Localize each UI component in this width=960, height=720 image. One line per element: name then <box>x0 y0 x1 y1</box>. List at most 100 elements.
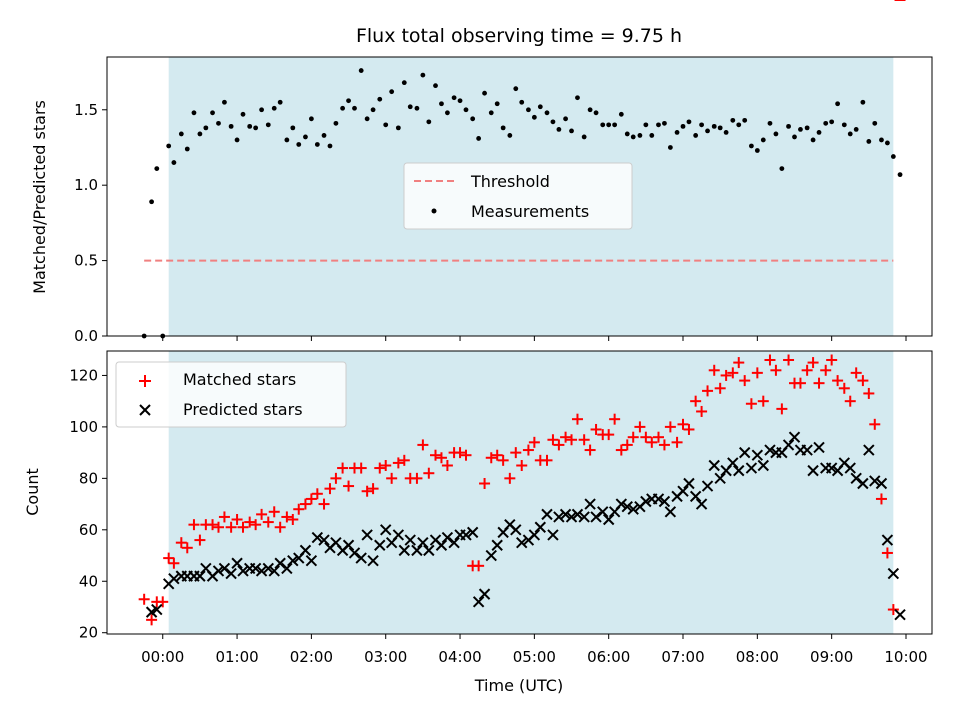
predicted-stars-point <box>844 462 856 474</box>
matched-stars-point <box>820 364 832 376</box>
measurements-point <box>550 119 556 125</box>
y-tick-label: 1.0 <box>74 176 98 194</box>
predicted-stars-point <box>262 562 274 575</box>
predicted-stars-point <box>887 567 900 580</box>
matched-stars-point <box>850 367 862 379</box>
matched-stars-point <box>367 483 379 495</box>
measurements-point <box>488 110 494 116</box>
counts-panel: 20 40 60 80 100 120 00:00 01:00 02:00 03:00 04:00 0… <box>23 0 933 695</box>
predicted-stars-point <box>435 539 448 551</box>
matched-stars-point <box>547 434 559 446</box>
matched-stars-point <box>683 423 695 435</box>
measurements-point <box>420 72 426 78</box>
predicted-stars-point <box>231 557 243 569</box>
legend-measurements-swatch <box>431 208 437 214</box>
matched-stars-point <box>708 364 720 376</box>
counts-legend-box <box>115 361 347 428</box>
measurements-point <box>630 134 636 140</box>
predicted-stars-point <box>881 534 894 546</box>
matched-stars-point <box>318 498 330 510</box>
predicted-stars-point <box>869 475 881 487</box>
measurements-point <box>210 110 215 116</box>
matched-stars-point <box>578 434 590 446</box>
matched-stars-point <box>739 375 751 387</box>
ratio-ticks: 0.0 0.5 1.0 1.5 <box>74 101 907 345</box>
measurements-point <box>723 130 729 135</box>
matched-stars-point <box>664 421 676 433</box>
x-tick-label: 07:00 <box>661 648 704 666</box>
matched-stars-point <box>658 439 670 451</box>
x-tick-label: 05:00 <box>513 648 556 666</box>
measurements-point <box>383 122 389 128</box>
predicted-stars-point <box>194 570 206 582</box>
matched-stars-point <box>262 516 274 528</box>
predicted-stars-point <box>677 485 689 497</box>
matched-stars-point <box>652 431 664 443</box>
predicted-stars-point <box>361 529 373 541</box>
measurements-point <box>482 90 487 96</box>
measurements-point <box>767 120 773 126</box>
measurements-point <box>265 122 271 128</box>
measurements-point <box>433 83 438 89</box>
measurements-point <box>618 111 624 117</box>
measurements-point <box>612 122 618 128</box>
predicted-stars-point <box>299 544 312 557</box>
measurements-point <box>581 134 587 140</box>
matched-stars-point <box>423 467 435 479</box>
ratio-legend: Threshold Measurements <box>403 162 633 230</box>
measurements-point <box>389 89 395 95</box>
predicted-stars-point <box>565 511 578 523</box>
matched-stars-point <box>293 503 305 515</box>
predicted-stars-point <box>813 441 825 454</box>
matched-stars-point <box>430 449 442 461</box>
measurements-point <box>662 120 667 126</box>
measurements-point <box>748 143 754 149</box>
matched-stars-point <box>361 485 373 497</box>
measurements-point <box>370 107 376 113</box>
matched-stars-point <box>181 542 193 554</box>
predicted-stars-point <box>857 477 869 490</box>
measurements-point <box>178 131 184 137</box>
measurements-point <box>247 123 253 129</box>
ratio-frame <box>106 56 933 337</box>
matched-stars-point <box>690 395 702 407</box>
legend-matched-label: Matched stars <box>183 370 296 389</box>
measurements-point <box>742 117 748 123</box>
predicted-stars-point <box>807 464 819 477</box>
predicted-stars-point <box>738 446 751 459</box>
predicted-stars-point <box>627 503 639 515</box>
measurements-point <box>352 105 357 111</box>
measurements-point <box>537 104 543 110</box>
predicted-stars-point <box>423 544 435 557</box>
x-tick-label: 08:00 <box>736 648 779 666</box>
predicted-stars-point <box>212 565 225 577</box>
matched-stars-point <box>770 364 782 376</box>
measurements-point <box>203 125 209 131</box>
matched-stars-point <box>231 514 243 526</box>
matched-stars-point <box>311 488 323 500</box>
measurements-point <box>531 114 537 120</box>
predicted-stars-point <box>850 472 862 485</box>
predicted-stars-point <box>615 498 628 510</box>
measurements-point <box>872 120 878 126</box>
y-tick-label: 0.5 <box>74 252 98 270</box>
matched-stars-point <box>844 395 856 407</box>
matched-stars-point <box>720 369 732 381</box>
predicted-stars-point <box>621 500 633 513</box>
matched-stars-point <box>560 431 572 443</box>
measurements-point <box>897 172 903 178</box>
predicted-stars-point <box>708 459 720 472</box>
matched-stars-point <box>794 377 806 389</box>
measurements-point <box>184 146 190 152</box>
predicted-stars-point <box>281 562 293 575</box>
measurements-point <box>290 125 296 131</box>
matched-stars-point <box>751 367 763 379</box>
measurements-point <box>853 126 859 132</box>
measurements-point <box>191 110 197 116</box>
matched-stars-point <box>733 357 745 369</box>
matched-stars-point <box>380 459 392 471</box>
matched-stars-point <box>386 472 398 484</box>
predicted-stars-point <box>547 529 559 541</box>
predicted-stars-point <box>825 462 838 474</box>
